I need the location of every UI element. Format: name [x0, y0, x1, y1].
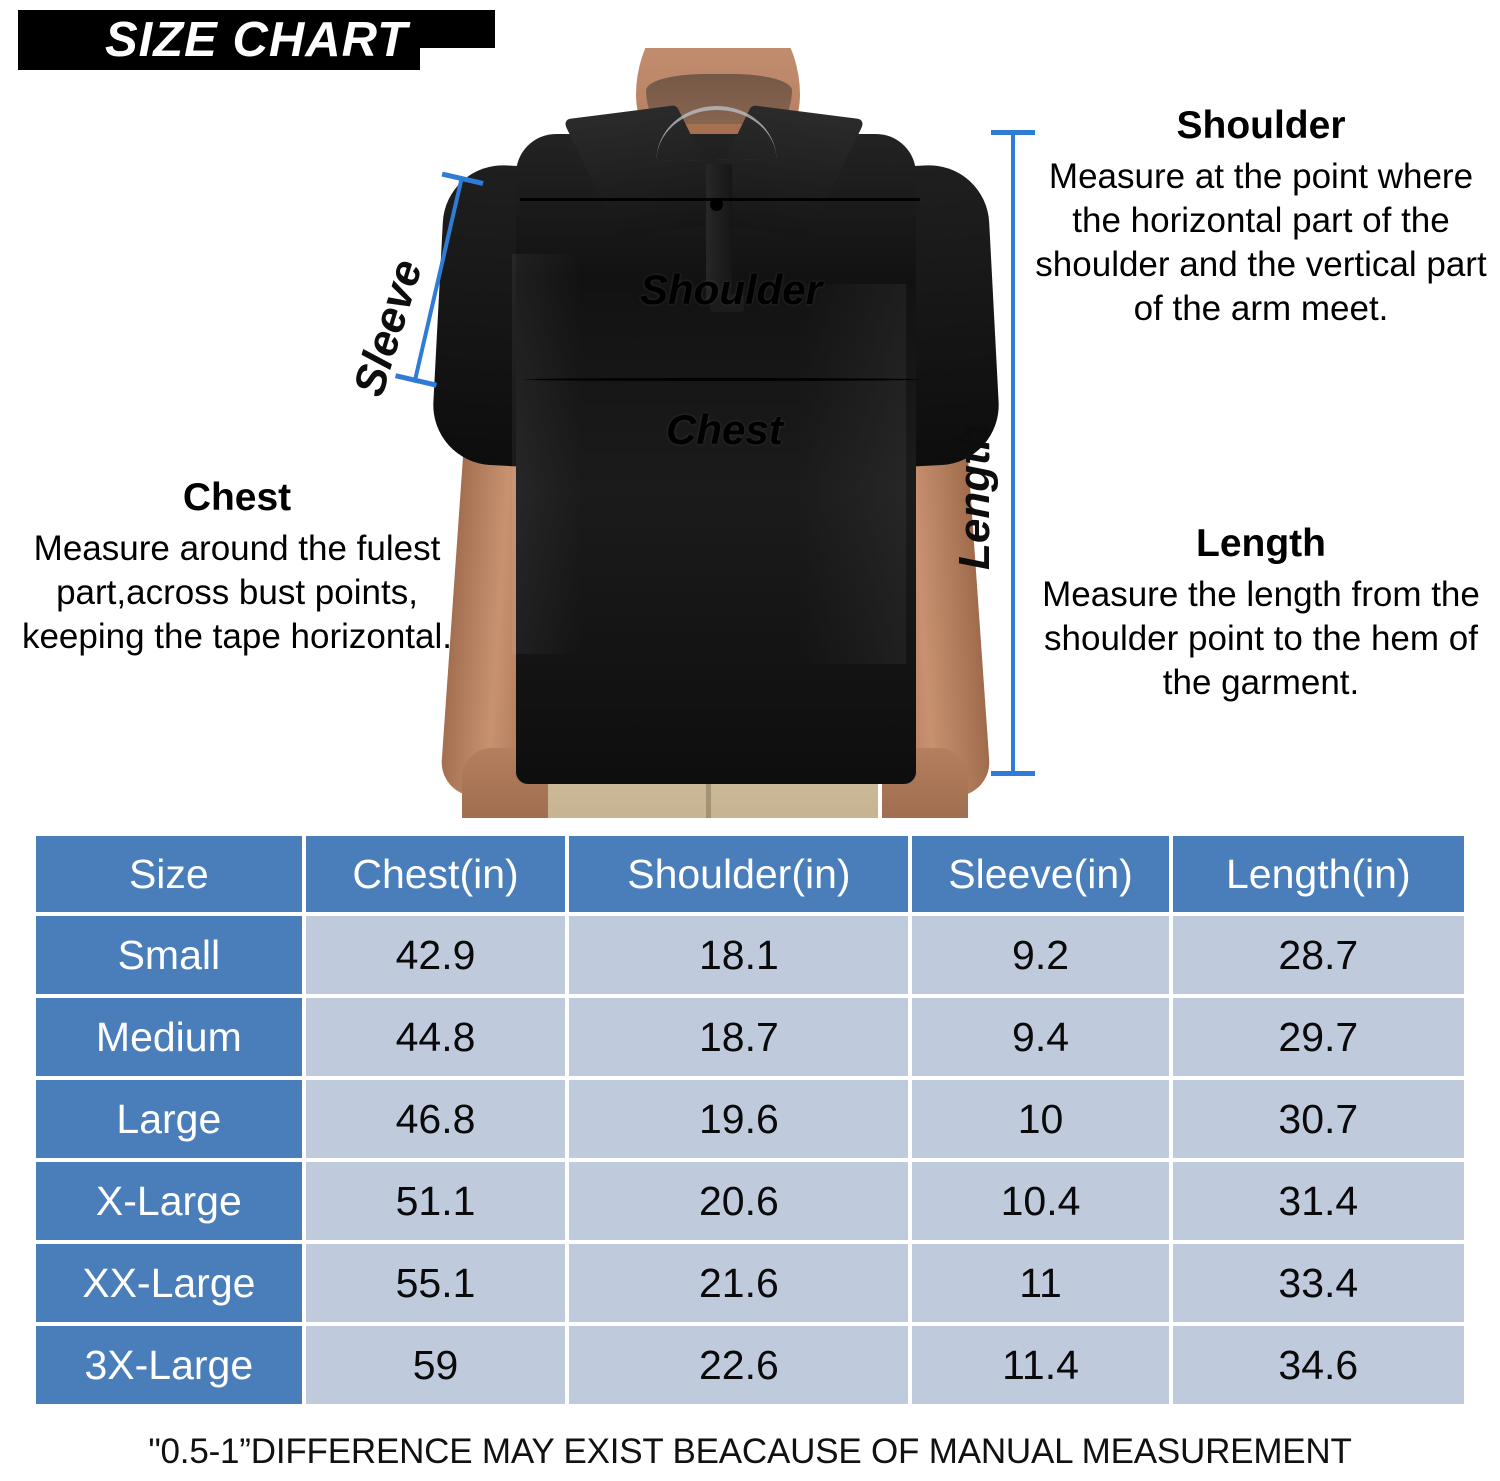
size-table-head: Size Chest(in) Shoulder(in) Sleeve(in) L… — [36, 836, 1464, 912]
row-sleeve-value: 10 — [912, 1080, 1169, 1158]
row-size-label: 3X-Large — [36, 1326, 302, 1404]
page-title: SIZE CHART — [104, 12, 409, 67]
measurement-disclaimer: "0.5-1”DIFFERENCE MAY EXIST BEACAUSE OF … — [148, 1432, 1352, 1471]
row-length-value: 34.6 — [1172, 1326, 1464, 1404]
column-header-shoulder: Shoulder(in) — [569, 836, 909, 912]
chest-description-block: Chest Measure around the fulest part,acr… — [6, 476, 468, 659]
shoulder-description-block: Shoulder Measure at the point where the … — [1028, 104, 1494, 331]
column-header-sleeve: Sleeve(in) — [912, 836, 1169, 912]
polo-button-bottom — [710, 294, 744, 312]
length-description-block: Length Measure the length from the shoul… — [1030, 522, 1492, 705]
row-length-value: 33.4 — [1172, 1244, 1464, 1322]
model-photo: Shoulder Chest — [420, 48, 1010, 818]
table-row: Medium 44.8 18.7 9.4 29.7 — [36, 998, 1464, 1076]
row-chest-value: 42.9 — [305, 916, 566, 994]
row-shoulder-value: 19.6 — [569, 1080, 909, 1158]
column-header-size: Size — [36, 836, 302, 912]
product-photo-area: Shoulder Chest Sleeve Length Shoulder Me… — [6, 48, 1494, 818]
table-row: Large 46.8 19.6 10 30.7 — [36, 1080, 1464, 1158]
row-length-value: 30.7 — [1172, 1080, 1464, 1158]
row-chest-value: 59 — [305, 1326, 566, 1404]
table-row: 3X-Large 59 22.6 11.4 34.6 — [36, 1326, 1464, 1404]
length-bracket-bottom-cap — [991, 771, 1035, 776]
length-bracket-stem — [1011, 132, 1015, 776]
size-table-header-row: Size Chest(in) Shoulder(in) Sleeve(in) L… — [36, 836, 1464, 912]
chest-overlay-label: Chest — [666, 406, 783, 453]
length-description-heading: Length — [1196, 522, 1326, 565]
row-sleeve-value: 9.2 — [912, 916, 1169, 994]
size-table-body: Small 42.9 18.1 9.2 28.7 Medium 44.8 18.7 9.4 29.… — [36, 916, 1464, 1404]
shoulder-description-heading: Shoulder — [1176, 104, 1346, 147]
length-measure-bracket — [985, 128, 1045, 778]
row-shoulder-value: 20.6 — [569, 1162, 909, 1240]
row-sleeve-value: 9.4 — [912, 998, 1169, 1076]
row-chest-value: 46.8 — [305, 1080, 566, 1158]
row-size-label: Large — [36, 1080, 302, 1158]
row-shoulder-value: 18.1 — [569, 916, 909, 994]
polo-placket — [706, 164, 732, 302]
row-size-label: Medium — [36, 998, 302, 1076]
row-shoulder-value: 21.6 — [569, 1244, 909, 1322]
row-sleeve-value: 10.4 — [912, 1162, 1169, 1240]
table-row: Small 42.9 18.1 9.2 28.7 — [36, 916, 1464, 994]
row-size-label: X-Large — [36, 1162, 302, 1240]
table-row: XX-Large 55.1 21.6 11 33.4 — [36, 1244, 1464, 1322]
chest-measure-line — [524, 378, 920, 381]
row-sleeve-value: 11.4 — [912, 1326, 1169, 1404]
table-row: X-Large 51.1 20.6 10.4 31.4 — [36, 1162, 1464, 1240]
shoulder-overlay-label: Shoulder — [640, 266, 823, 313]
length-description-body: Measure the length from the shoulder poi… — [1042, 574, 1480, 703]
row-chest-value: 51.1 — [305, 1162, 566, 1240]
row-size-label: XX-Large — [36, 1244, 302, 1322]
column-header-length: Length(in) — [1172, 836, 1464, 912]
row-chest-value: 55.1 — [305, 1244, 566, 1322]
row-shoulder-value: 18.7 — [569, 998, 909, 1076]
shoulder-description-body: Measure at the point where the horizonta… — [1035, 156, 1487, 329]
length-measure-label: Length — [950, 423, 999, 570]
size-measurement-table: Size Chest(in) Shoulder(in) Sleeve(in) L… — [32, 832, 1468, 1408]
polo-button-top — [710, 198, 723, 211]
row-sleeve-value: 11 — [912, 1244, 1169, 1322]
shoulder-measure-line — [520, 198, 920, 201]
row-shoulder-value: 22.6 — [569, 1326, 909, 1404]
chest-description-heading: Chest — [182, 476, 292, 519]
row-length-value: 28.7 — [1172, 916, 1464, 994]
column-header-chest: Chest(in) — [305, 836, 566, 912]
row-chest-value: 44.8 — [305, 998, 566, 1076]
row-length-value: 29.7 — [1172, 998, 1464, 1076]
size-chart-title-banner: SIZE CHART — [18, 10, 495, 70]
chest-description-body: Measure around the fulest part,across bu… — [21, 528, 453, 657]
row-length-value: 31.4 — [1172, 1162, 1464, 1240]
row-size-label: Small — [36, 916, 302, 994]
